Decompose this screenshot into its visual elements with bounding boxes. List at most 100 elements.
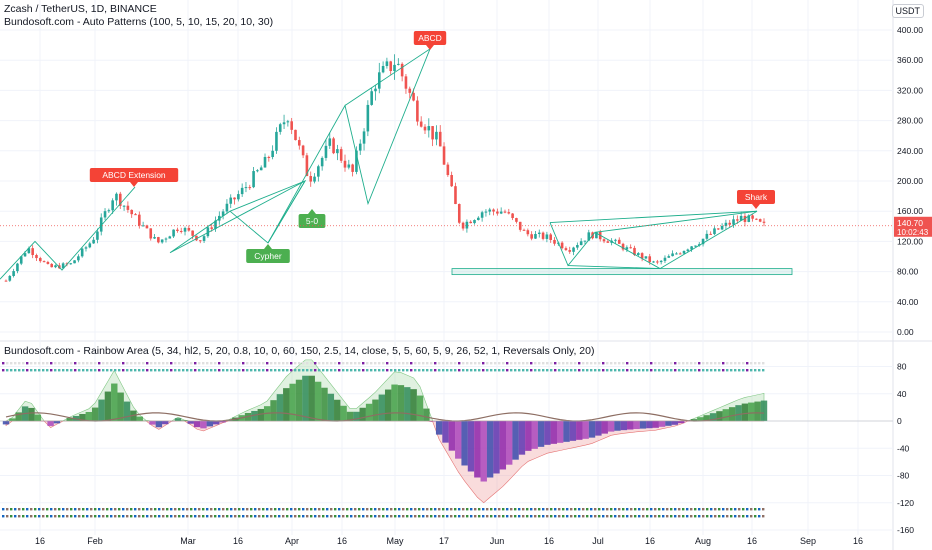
signal-dot [82,515,85,518]
last-price-tag [894,216,932,237]
signal-dot [262,508,265,511]
signal-dot [326,508,329,511]
signal-dot [690,362,693,365]
candle-body [244,187,248,189]
signal-dot [14,508,17,511]
signal-dot [594,369,597,372]
signal-dot [10,508,13,511]
signal-dot [494,508,497,511]
signal-dot [542,362,545,365]
candle-body [370,91,373,105]
candle-body [240,187,244,195]
osc-bar [85,411,93,421]
osc-bar [353,411,360,421]
signal-dot [130,515,133,518]
signal-dot [70,362,73,365]
candle-body [522,229,526,231]
signal-dot [274,508,277,511]
signal-dot [462,508,465,511]
candle-body [267,156,271,158]
signal-dot [510,369,513,372]
signal-dot [246,508,249,511]
signal-dot [262,515,265,518]
signal-dot [6,515,9,518]
osc-bar [111,383,118,421]
signal-dot [286,369,289,372]
signal-dot [630,515,633,518]
signal-dot [346,369,349,372]
signal-dot [306,362,309,365]
pattern-polyline [229,180,307,244]
signal-dot [26,369,29,372]
signal-dot [158,515,161,518]
osc-bar [728,407,736,421]
signal-dot [682,362,685,365]
signal-dot [618,369,621,372]
currency-badge[interactable]: USDT [891,4,924,18]
signal-dot [238,515,241,518]
signal-dot [458,369,461,372]
signal-dot [78,369,81,372]
signal-dot [102,508,105,511]
signal-dot [606,369,609,372]
osc-bar [748,402,755,421]
osc-bar [334,399,341,421]
signal-dot [126,369,129,372]
candle-body [435,131,438,140]
signal-dot [66,508,69,511]
candle-body [484,211,488,213]
signal-dot [90,508,93,511]
signal-dot [86,369,89,372]
osc-bar [665,421,672,426]
signal-dot [166,369,169,372]
signal-dot [570,362,573,365]
signal-dot [338,508,341,511]
candle-body [77,256,80,261]
osc-bar [620,421,628,431]
candle-body [518,221,522,230]
signal-dot [390,362,393,365]
signal-dot [14,362,17,365]
signal-dot [130,362,133,365]
signal-dot [638,508,641,511]
signal-dot [642,508,645,511]
osc-bar [716,411,723,421]
candle-body [122,205,126,207]
signal-dot [626,369,629,372]
signal-dot [134,515,137,518]
osc-tick-label: 0 [897,416,902,426]
signal-dot [474,508,477,511]
signal-dot [94,508,97,511]
candle-body [248,187,252,189]
signal-dot [170,369,173,372]
signal-dot [142,515,145,518]
candle-body [724,222,728,226]
signal-dot [118,508,121,511]
signal-dot [614,508,617,511]
signal-dot [414,508,417,511]
signal-dot [550,515,553,518]
osc-bar [429,421,436,422]
signal-dot [578,362,581,365]
signal-dot [750,362,753,365]
signal-dot [562,362,565,365]
signal-dot [506,508,509,511]
lower-panel-title: Bundosoft.com - Rainbow Area (5, 34, hl2… [4,345,595,357]
signal-dot [378,508,381,511]
signal-dot [250,362,253,365]
candle-body [553,239,556,244]
osc-bar [423,408,430,421]
candle-body [397,63,400,65]
osc-bar [346,411,354,421]
signal-dot [446,508,449,511]
signal-dot [478,369,481,372]
candle-body [46,261,50,264]
signal-dot [370,515,373,518]
signal-dot [430,362,433,365]
signal-dot [98,369,101,372]
candle-body [31,248,34,256]
candle-body [126,205,130,210]
candle-body [469,221,473,224]
signal-dot [338,369,341,372]
